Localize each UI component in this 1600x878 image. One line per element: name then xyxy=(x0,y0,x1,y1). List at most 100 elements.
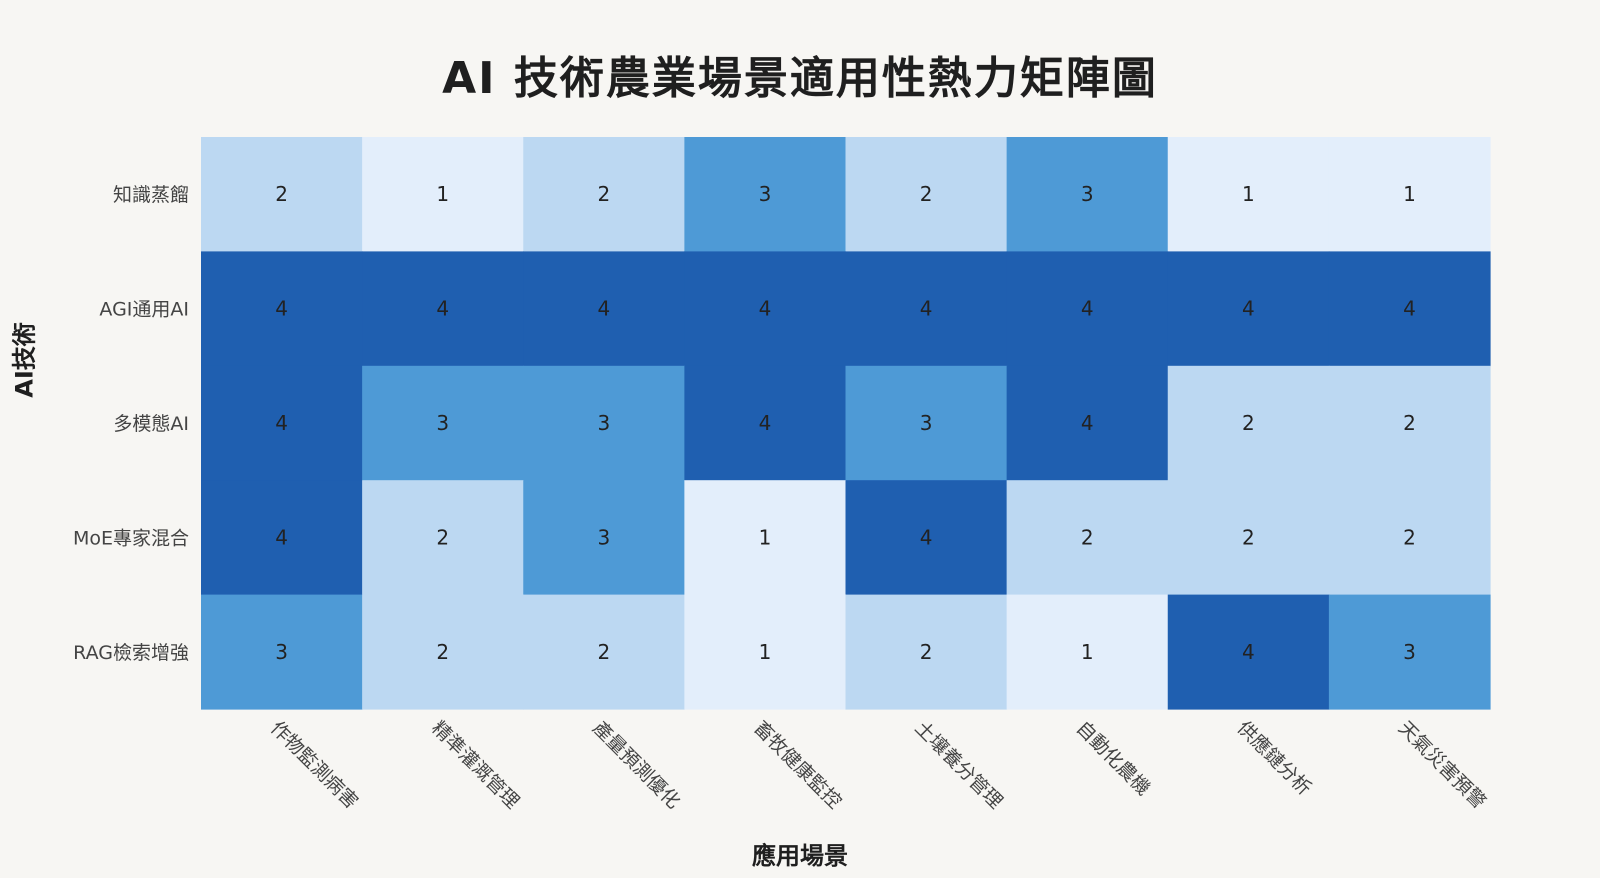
x-tick-label: 供應鏈分析 xyxy=(1233,716,1316,799)
heatmap-cell xyxy=(201,137,363,252)
heatmap-cell xyxy=(1167,251,1330,367)
cell-value-label: 2 xyxy=(597,182,610,206)
y-tick-label: MoE專家混合 xyxy=(73,527,189,549)
heatmap-cell xyxy=(684,594,847,710)
heatmap-cell xyxy=(201,365,363,481)
y-tick-labels: 知識蒸餾 AGI通用AI 多模態AI MoE專家混合 RAG檢索增強 xyxy=(73,184,189,664)
cell-value-label: 2 xyxy=(436,525,449,549)
cell-value-label: 3 xyxy=(759,182,772,206)
heatmap-cell xyxy=(845,137,1008,252)
y-tick-label: 知識蒸餾 xyxy=(113,184,189,206)
y-tick-label: AGI通用AI xyxy=(99,299,189,321)
cell-value-label: 3 xyxy=(1081,182,1094,206)
heatmap-cell xyxy=(1006,251,1169,367)
heatmap-cell xyxy=(362,480,524,596)
cell-value-label: 4 xyxy=(1242,297,1255,321)
heatmap-cell xyxy=(684,251,847,367)
heatmap-cell xyxy=(1167,480,1330,596)
heatmap-cell xyxy=(845,480,1008,596)
cell-value-label: 4 xyxy=(436,297,449,321)
heatmap-cell xyxy=(1167,137,1330,252)
cell-value-label: 2 xyxy=(436,640,449,664)
cell-value-label: 4 xyxy=(759,411,772,435)
cell-value-label: 3 xyxy=(275,640,288,664)
cell-value-label: 3 xyxy=(597,525,610,549)
cell-value-label: 1 xyxy=(1081,640,1094,664)
heatmap-cell xyxy=(523,137,685,252)
cell-value-label: 2 xyxy=(1242,525,1255,549)
cell-value-label: 4 xyxy=(275,525,288,549)
cell-value-label: 4 xyxy=(275,297,288,321)
x-tick-label: 作物監測病害 xyxy=(266,717,362,813)
y-axis-title: AI技術 xyxy=(10,322,39,398)
heatmap-cell xyxy=(684,137,847,252)
cell-value-label: 1 xyxy=(1403,182,1416,206)
cell-value-label: 4 xyxy=(920,525,933,549)
cell-value-label: 4 xyxy=(597,297,610,321)
cell-value-label: 2 xyxy=(920,182,933,206)
heatmap-cell xyxy=(684,365,847,481)
cell-value-label: 4 xyxy=(275,411,288,435)
cell-value-label: 3 xyxy=(920,411,933,435)
heatmap-cell xyxy=(1328,137,1491,252)
heatmap-cell xyxy=(684,480,847,596)
x-tick-label: 土壤養分管理 xyxy=(911,717,1007,813)
cell-value-label: 2 xyxy=(1081,525,1094,549)
cell-value-label: 2 xyxy=(597,640,610,664)
heatmap-cell xyxy=(1328,594,1491,710)
cell-value-label: 1 xyxy=(436,182,449,206)
heatmap-cells xyxy=(201,137,1491,710)
heatmap-cell xyxy=(201,594,363,710)
cell-value-label: 4 xyxy=(1242,640,1255,664)
y-tick-label: 多模態AI xyxy=(113,413,189,435)
heatmap-cell xyxy=(1006,365,1169,481)
cell-value-label: 4 xyxy=(759,297,772,321)
cell-value-label: 1 xyxy=(759,640,772,664)
heatmap-cell xyxy=(845,365,1008,481)
cell-value-label: 4 xyxy=(1403,297,1416,321)
cell-value-label: 3 xyxy=(1403,640,1416,664)
heatmap-cell xyxy=(1328,480,1491,596)
x-axis-title: 應用場景 xyxy=(752,842,848,870)
x-tick-label: 天氣災害預警 xyxy=(1394,717,1490,813)
heatmap-cell xyxy=(201,251,363,367)
x-tick-label: 畜牧健康監控 xyxy=(749,717,845,813)
cell-value-label: 2 xyxy=(275,182,288,206)
cell-value-label: 4 xyxy=(1081,411,1094,435)
heatmap-cell xyxy=(362,251,524,367)
cell-value-label: 4 xyxy=(1081,297,1094,321)
heatmap-cell xyxy=(1167,365,1330,481)
cell-value-label: 3 xyxy=(597,411,610,435)
x-tick-label: 自動化農機 xyxy=(1072,717,1155,800)
cell-value-label: 2 xyxy=(1403,411,1416,435)
heatmap-cell xyxy=(845,251,1008,367)
heatmap-cell xyxy=(1006,594,1169,710)
cell-value-label: 2 xyxy=(1242,411,1255,435)
x-tick-labels: 作物監測病害 精準灌溉管理 產量預測優化 畜牧健康監控 土壤養分管理 自動化農機 供應鏈分析… xyxy=(266,716,1490,813)
heatmap-cell xyxy=(201,480,363,596)
cell-value-label: 1 xyxy=(1242,182,1255,206)
heatmap-value-labels: 2 1 2 3 2 3 1 1 4 4 4 4 4 4 4 4 4 3 3 4 3 4 2 2 4 2 3 1 4 2 2 2 3 2 2 1 2 1 4 3 xyxy=(275,182,1416,664)
cell-value-label: 2 xyxy=(920,640,933,664)
heatmap-cell xyxy=(1006,480,1169,596)
heatmap-cell xyxy=(1006,137,1169,252)
x-tick-label: 產量預測優化 xyxy=(588,717,684,813)
cell-value-label: 2 xyxy=(1403,525,1416,549)
heatmap-cell xyxy=(845,594,1008,710)
heatmap-cell xyxy=(362,594,524,710)
cell-value-label: 4 xyxy=(920,297,933,321)
cell-value-label: 3 xyxy=(436,411,449,435)
cell-value-label: 1 xyxy=(759,525,772,549)
heatmap-cell xyxy=(1167,594,1330,710)
heatmap-cell xyxy=(523,480,685,596)
heatmap-cell xyxy=(523,594,685,710)
heatmap-cell xyxy=(523,251,685,367)
y-tick-label: RAG檢索增強 xyxy=(73,642,189,664)
heatmap-cell xyxy=(1328,251,1491,367)
x-tick-label: 精準灌溉管理 xyxy=(427,717,523,813)
heatmap-cell xyxy=(362,365,524,481)
chart-title: AI 技術農業場景適用性熱力矩陣圖 xyxy=(442,53,1158,104)
heatmap-cell xyxy=(362,137,524,252)
